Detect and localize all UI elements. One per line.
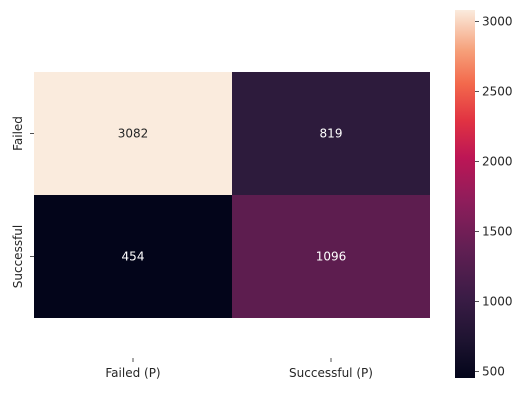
- heatmap-cell-labels: 3082 819 454 1096: [118, 127, 347, 264]
- colorbar-gradient: [455, 10, 475, 378]
- heatmap-cell: [34, 72, 232, 195]
- y-axis: Failed Successful: [11, 116, 34, 288]
- y-tick-label: Successful: [11, 225, 25, 288]
- cell-value-label: 454: [122, 250, 145, 264]
- colorbar-tick-label: 3000: [482, 14, 513, 28]
- heatmap-cell: [232, 72, 430, 195]
- colorbar-tick-label: 1500: [482, 225, 513, 239]
- colorbar-tick-label: 1000: [482, 295, 513, 309]
- colorbar-tick-label: 2500: [482, 84, 513, 98]
- x-tick-label: Successful (P): [289, 366, 373, 380]
- colorbar: 500 1000 1500 2000 2500 3000: [455, 10, 513, 379]
- y-tick-label: Failed: [11, 116, 25, 151]
- x-axis: Failed (P) Successful (P): [105, 358, 373, 380]
- cell-value-label: 819: [320, 127, 343, 141]
- colorbar-tick-label: 500: [482, 365, 505, 379]
- x-tick-label: Failed (P): [105, 366, 160, 380]
- cell-value-label: 3082: [118, 127, 149, 141]
- cell-value-label: 1096: [316, 250, 347, 264]
- heatmap-cell: [232, 195, 430, 318]
- heatmap-cell: [34, 195, 232, 318]
- colorbar-tick-label: 2000: [482, 155, 513, 169]
- heatmap-cells: [34, 72, 430, 318]
